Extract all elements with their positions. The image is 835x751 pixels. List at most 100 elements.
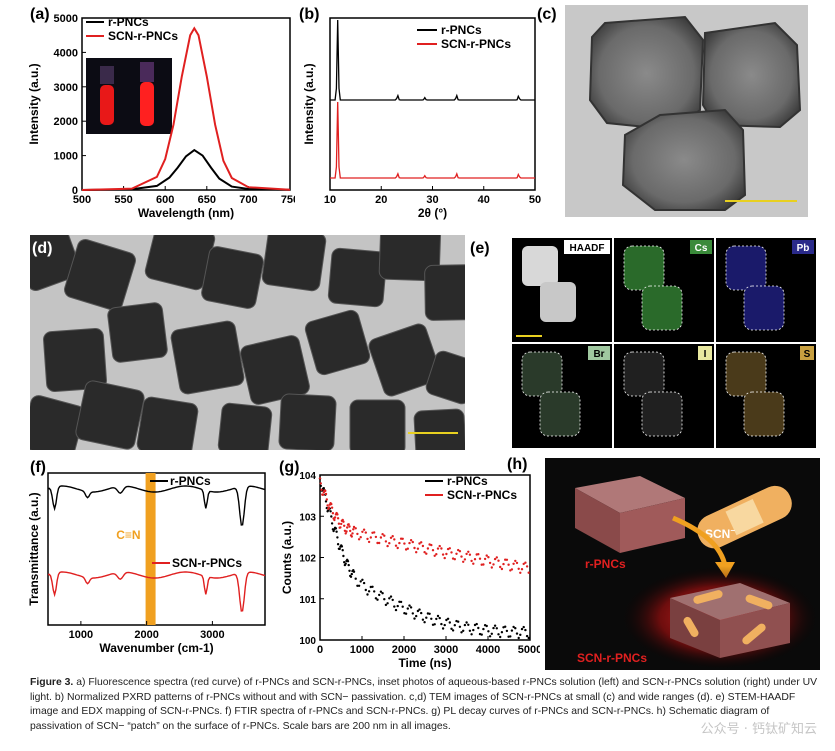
y-tick-label: 3000 xyxy=(54,82,78,94)
data-point xyxy=(336,543,340,546)
edx-particle-outline xyxy=(725,351,767,397)
data-point xyxy=(475,622,478,626)
data-point xyxy=(490,632,493,635)
data-point xyxy=(376,541,379,545)
data-point xyxy=(373,531,376,534)
data-point xyxy=(376,598,379,601)
data-point xyxy=(362,528,366,531)
data-point xyxy=(418,542,421,545)
vial-right xyxy=(140,82,154,126)
data-point xyxy=(467,550,470,553)
data-point xyxy=(510,629,514,632)
edx-particle-outline xyxy=(725,245,767,291)
data-point xyxy=(473,558,477,561)
legend-label: SCN-r-PNCs xyxy=(447,488,517,502)
data-point xyxy=(438,616,441,620)
data-point xyxy=(342,554,345,558)
nanocube xyxy=(75,380,145,450)
data-point xyxy=(457,620,460,623)
label-scn: SCN xyxy=(705,527,730,541)
data-point xyxy=(401,605,404,608)
label-scn-sup: − xyxy=(730,526,735,535)
bandage-icon xyxy=(697,485,792,549)
data-point xyxy=(487,630,490,633)
data-point xyxy=(350,572,353,576)
cn-band xyxy=(145,473,156,625)
data-point xyxy=(413,546,416,550)
data-point xyxy=(470,559,473,563)
data-point xyxy=(514,559,517,563)
data-point xyxy=(445,552,448,556)
data-point xyxy=(505,558,509,561)
data-point xyxy=(398,600,401,603)
data-point xyxy=(492,626,495,630)
panel-g-tag: (g) xyxy=(279,459,300,476)
data-point xyxy=(435,617,438,621)
svg-text:SCN−: SCN− xyxy=(705,526,735,541)
data-point xyxy=(325,498,328,501)
tem-d-drawing xyxy=(30,235,465,450)
data-point xyxy=(493,624,497,627)
panel-e: (e) HAADF Cs Pb Br I S xyxy=(470,232,820,452)
data-point xyxy=(512,562,515,565)
y-axis-label: Transmittance (a.u.) xyxy=(27,492,41,605)
data-point xyxy=(477,626,480,630)
legend-label: r-PNCs xyxy=(170,474,211,488)
data-point xyxy=(404,612,408,615)
nanocube xyxy=(278,393,337,450)
data-point xyxy=(349,575,353,578)
x-tick-label: 600 xyxy=(156,194,174,206)
data-point xyxy=(398,541,401,545)
legend-label: SCN-r-PNCs xyxy=(172,556,242,570)
panel-f: (f) C≡N 1000 2000 3000 Wavenumber (cm-1) Tran… xyxy=(0,455,275,670)
data-point xyxy=(333,516,337,519)
data-point xyxy=(482,563,485,566)
x-tick-label: 550 xyxy=(114,194,132,206)
data-point xyxy=(345,530,348,533)
data-point xyxy=(389,595,393,598)
schematic-h: r-PNCs SCN− SCN-r-PNCs xyxy=(575,476,820,670)
data-point xyxy=(467,623,470,626)
data-point xyxy=(515,561,519,565)
tem-c-drawing xyxy=(565,5,808,217)
x-tick-label: 5000 xyxy=(518,644,540,656)
data-point xyxy=(364,588,367,592)
data-point xyxy=(483,557,487,561)
y-tick-label: 4000 xyxy=(54,47,78,59)
data-point xyxy=(468,629,472,632)
data-point xyxy=(359,536,362,539)
data-point xyxy=(416,609,420,613)
label-passivated: SCN-r-PNCs xyxy=(577,651,647,665)
data-point xyxy=(408,604,411,607)
edx-label: Cs xyxy=(695,243,708,254)
data-point xyxy=(334,527,338,530)
series-line-r-pncs xyxy=(81,148,291,191)
haadf-particle xyxy=(540,282,576,322)
data-point xyxy=(411,612,414,615)
data-point xyxy=(408,541,411,545)
series-line-scn-r-pncs xyxy=(81,26,291,191)
data-point xyxy=(356,584,359,587)
edx-tag-bg xyxy=(800,346,814,360)
x-tick-label: 40 xyxy=(478,194,490,206)
nanocube xyxy=(368,323,442,397)
cn-band-label: C≡N xyxy=(116,528,140,542)
data-point xyxy=(497,559,500,562)
data-point xyxy=(348,569,351,572)
data-point xyxy=(401,537,404,540)
data-point xyxy=(330,502,333,506)
data-point xyxy=(389,536,393,539)
x-tick-label: 1000 xyxy=(69,629,93,641)
data-point xyxy=(453,558,456,561)
data-point xyxy=(381,533,384,536)
data-point xyxy=(384,540,388,543)
data-point xyxy=(357,538,361,541)
edx-tag-bg xyxy=(792,240,814,254)
data-point xyxy=(445,618,448,622)
y-tick-label: 1000 xyxy=(54,151,78,163)
data-point xyxy=(339,526,342,529)
x-axis-label: Time (ns) xyxy=(398,656,451,670)
data-point xyxy=(497,633,500,636)
data-point xyxy=(487,556,490,559)
edx-label: I xyxy=(704,349,707,360)
